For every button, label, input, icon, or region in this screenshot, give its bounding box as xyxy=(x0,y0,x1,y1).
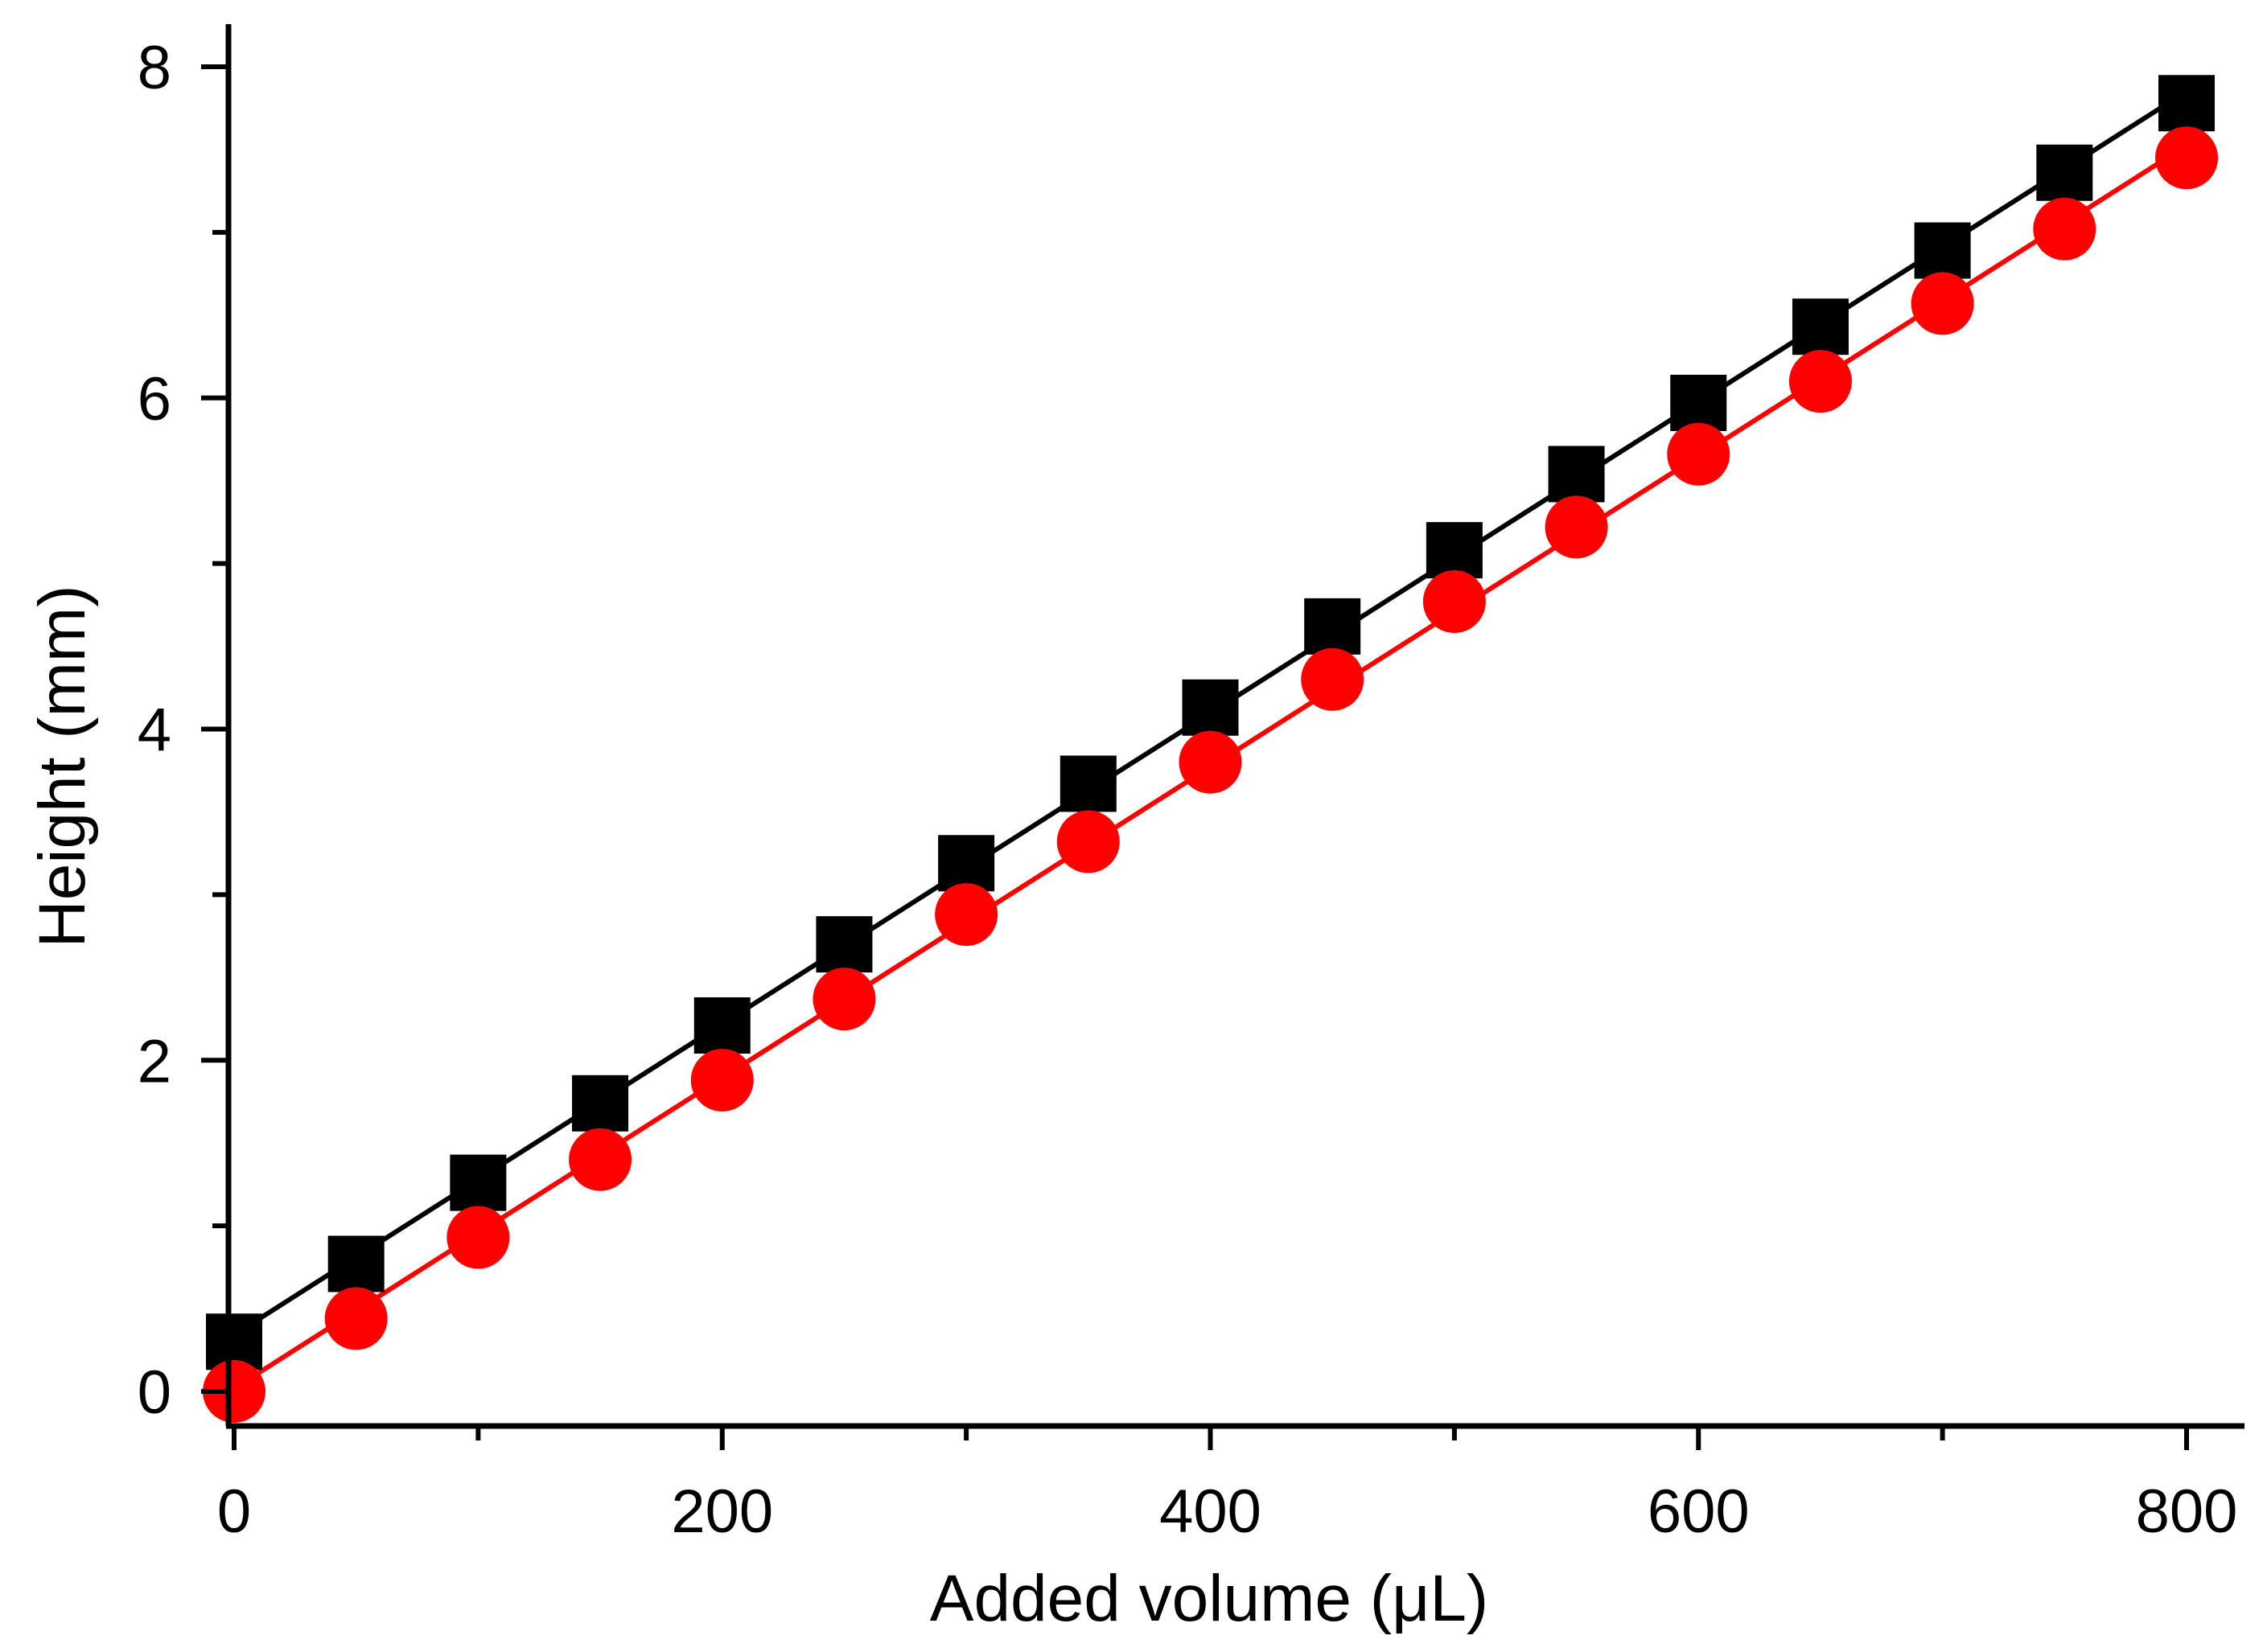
data-point-series-2 xyxy=(1545,495,1608,559)
y-tick-label: 0 xyxy=(138,1358,171,1427)
y-tick-label: 8 xyxy=(138,34,171,102)
data-point-series-1 xyxy=(1670,374,1727,431)
data-point-series-2 xyxy=(324,1287,388,1350)
data-point-series-1 xyxy=(693,997,751,1054)
data-point-series-1 xyxy=(1914,222,1971,279)
y-tick-label: 4 xyxy=(138,697,171,765)
axes xyxy=(225,24,2244,1429)
y-axis-title: Height (mm) xyxy=(26,585,99,947)
data-point-series-1 xyxy=(1548,446,1605,503)
x-tick-label: 600 xyxy=(1648,1477,1750,1546)
data-point-series-1 xyxy=(1059,755,1117,812)
x-tick-label: 0 xyxy=(217,1477,251,1546)
data-point-series-2 xyxy=(1301,647,1364,711)
data-point-series-2 xyxy=(935,883,998,947)
y-tick-label: 2 xyxy=(138,1027,171,1095)
data-point-series-2 xyxy=(1788,350,1852,413)
data-point-series-2 xyxy=(813,968,876,1031)
data-point-series-2 xyxy=(1667,422,1730,486)
tick-labels: 0 200 400 600 800 0 2 4 6 8 xyxy=(138,34,2238,1546)
ticks xyxy=(201,64,2189,1450)
data-point-series-2 xyxy=(569,1128,632,1191)
data-point-series-2 xyxy=(1056,810,1120,873)
data-markers xyxy=(203,75,2218,1423)
x-tick-label: 400 xyxy=(1159,1477,1261,1546)
data-point-series-2 xyxy=(2155,126,2218,190)
data-point-series-1 xyxy=(938,835,995,892)
x-tick-label: 800 xyxy=(2136,1477,2238,1546)
data-point-series-1 xyxy=(1182,679,1239,736)
data-point-series-1 xyxy=(2158,75,2215,132)
data-point-series-2 xyxy=(446,1206,510,1269)
data-point-series-1 xyxy=(572,1075,629,1132)
data-point-series-1 xyxy=(1792,298,1849,355)
data-point-series-2 xyxy=(203,1360,265,1423)
data-point-series-2 xyxy=(1911,272,1974,335)
data-point-series-1 xyxy=(816,916,873,973)
data-point-series-1 xyxy=(327,1235,385,1292)
data-point-series-1 xyxy=(1426,522,1483,579)
data-point-series-2 xyxy=(1179,730,1242,794)
data-point-series-2 xyxy=(1422,569,1486,633)
data-point-series-2 xyxy=(690,1048,754,1112)
data-point-series-1 xyxy=(1304,598,1361,655)
y-tick-label: 6 xyxy=(138,365,171,434)
data-point-series-2 xyxy=(2033,197,2096,261)
x-axis-title: Added volume (μL) xyxy=(930,1562,1488,1635)
data-point-series-1 xyxy=(2036,144,2093,201)
data-point-series-1 xyxy=(450,1154,507,1211)
x-tick-label: 200 xyxy=(671,1477,773,1546)
